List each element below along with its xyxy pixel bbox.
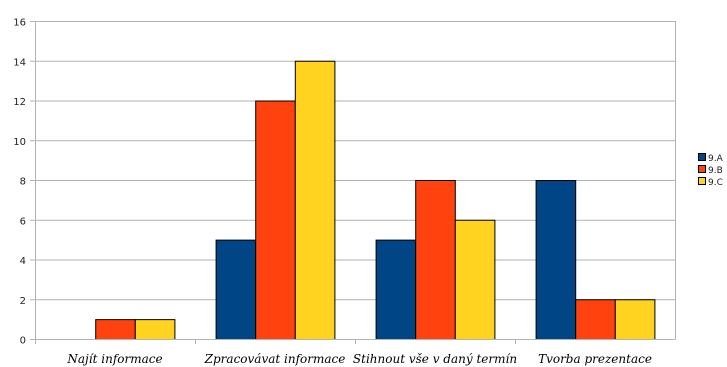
- axes: [30, 21, 676, 344]
- legend-label: 9.A: [708, 154, 724, 164]
- y-tick-label: 2: [20, 296, 26, 307]
- bar-9B-3: [575, 299, 616, 340]
- bar-9B-0: [95, 319, 136, 340]
- bar-9B-1: [255, 100, 296, 340]
- legend-swatch: [698, 177, 706, 185]
- bar-9C-1: [294, 60, 336, 340]
- y-tick-label: 6: [20, 216, 26, 227]
- bar-9A-3: [535, 180, 577, 340]
- bar-9C-3: [614, 299, 656, 340]
- legend-swatch: [698, 153, 706, 161]
- y-tick-label: 8: [20, 177, 26, 188]
- x-category-label: Najít informace: [66, 352, 162, 366]
- x-category-label: Zpracovávat informace: [204, 352, 346, 366]
- gridlines: [35, 21, 675, 301]
- bar-9A-2: [375, 239, 417, 340]
- x-axis-category-labels: Najít informace Zpracovávat informace Stih…: [66, 352, 652, 366]
- y-axis-tick-labels: 0 2 4 6 8 10 12 14 16: [13, 18, 26, 347]
- y-tick-label: 10: [13, 137, 26, 148]
- x-category-label: Tvorba prezentace: [538, 352, 652, 366]
- legend: 9.A 9.B 9.C: [698, 153, 724, 188]
- legend-label: 9.C: [708, 178, 723, 188]
- x-category-label: Stihnout vše v daný termín: [353, 352, 517, 366]
- y-tick-label: 16: [13, 18, 26, 29]
- y-tick-label: 14: [13, 57, 26, 68]
- bar-9A-1: [215, 239, 257, 340]
- legend-swatch: [698, 165, 706, 173]
- y-tick-label: 12: [13, 97, 26, 108]
- legend-label: 9.B: [708, 166, 723, 176]
- bars: [95, 60, 656, 340]
- bar-9C-2: [454, 219, 496, 340]
- y-tick-label: 0: [20, 336, 26, 347]
- bar-9B-2: [415, 180, 456, 340]
- bar-9C-0: [134, 319, 176, 340]
- y-tick-label: 4: [20, 256, 26, 267]
